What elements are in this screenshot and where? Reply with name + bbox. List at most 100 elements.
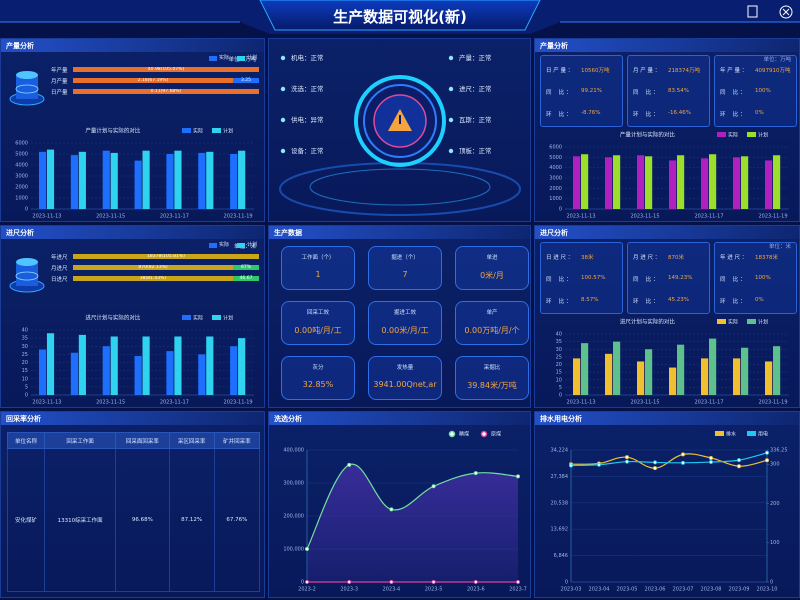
- bar: [605, 157, 613, 209]
- bar: [38, 349, 47, 395]
- ring: [354, 75, 446, 167]
- bar: [78, 151, 86, 209]
- y-tick-label: 6,846: [554, 553, 568, 559]
- metric-value: 0米/月: [480, 271, 504, 280]
- legend-swatch: [747, 431, 756, 436]
- panel-header: [535, 226, 799, 239]
- metric-card: 采掘比 39.84米/万吨: [455, 356, 529, 400]
- stat-value: 8.57%: [581, 297, 599, 303]
- bar: [70, 352, 78, 395]
- status-item: 产量：正常: [459, 53, 492, 62]
- bar: [70, 155, 78, 209]
- x-tick-label: 2023-11-19: [224, 400, 253, 406]
- legend-swatch: [209, 56, 217, 61]
- y-tick-label: 5: [559, 385, 562, 391]
- panel-title: 产量分析: [6, 42, 34, 50]
- panel-title: 生产数据: [274, 229, 302, 237]
- metric-label: 采掘比: [483, 365, 501, 371]
- stat-card: 日 产 量 ： 10560万吨同 比 ： 99.21% 环 比 ： -8.76%: [540, 55, 623, 127]
- bar: [581, 343, 589, 395]
- icon-ring: [15, 271, 39, 281]
- icon-ring: [15, 84, 39, 94]
- header-cell: 采区回采率: [168, 432, 215, 449]
- bar: [677, 344, 685, 395]
- legend-swatch: [237, 56, 245, 61]
- bar: [238, 150, 246, 209]
- platform: [279, 162, 521, 216]
- y2-tick-label: 100: [770, 540, 780, 546]
- legend-swatch: [182, 315, 191, 320]
- metric-value: 39.84米/万吨: [467, 381, 517, 390]
- status-dot: [280, 148, 286, 154]
- progress-bar: 18378(105.81%): [73, 254, 259, 259]
- y-tick-label: 1000: [15, 196, 28, 202]
- table-cell: 13310综采工作面: [44, 448, 117, 592]
- point: [347, 579, 352, 584]
- stat-label: 月 进 尺 ：: [633, 255, 661, 261]
- panel: 回采率分析 单位名称 回采工作面 回采面回采率 采区回采率 矿井回采率 安化煤矿 13310综…: [0, 411, 265, 598]
- x-tick-label: 2023-11-13: [32, 400, 61, 406]
- x-tick-label: 2023-06: [645, 587, 666, 593]
- row-label: 年进尺: [51, 255, 68, 261]
- y-tick-label: 15: [556, 370, 562, 376]
- point: [625, 455, 630, 460]
- header-cell: 回采工作面: [44, 432, 117, 449]
- point: [347, 462, 352, 467]
- x-tick-label: 2023-11-15: [96, 214, 125, 220]
- metric-label: 单进: [486, 255, 498, 261]
- point: [431, 579, 436, 584]
- bar: [669, 160, 677, 209]
- bar: [78, 334, 86, 395]
- point: [473, 471, 478, 476]
- point: [764, 450, 769, 455]
- table-cell: 安化煤矿: [6, 448, 46, 592]
- stat-label: 同 比 ：: [720, 277, 746, 283]
- bar: [174, 150, 182, 209]
- header-row: 单位名称 回采工作面 回采面回采率 采区回采率 矿井回采率: [6, 432, 261, 449]
- y-tick-label: 40: [22, 328, 28, 334]
- close-icon[interactable]: [779, 5, 793, 19]
- progress-bar: 870(82.13%) 87%: [73, 265, 259, 270]
- panel: 产量分析 单位：万吨日 产 量 ： 10560万吨同 比 ： 99.21% 环 比 ： -…: [534, 38, 800, 222]
- x-tick-label: 2023-09: [729, 587, 750, 593]
- y-tick-label: 25: [22, 352, 28, 358]
- y-tick-label: 4000: [549, 165, 562, 171]
- bar: [134, 356, 142, 395]
- progress-text: 18378(105.81%): [147, 254, 185, 259]
- point: [653, 460, 658, 465]
- progress-bar: 40.98(105.07%): [73, 67, 259, 72]
- chart-title: 进尺计划与实际的对比: [85, 314, 141, 322]
- bar: [741, 156, 749, 209]
- window-icon[interactable]: [747, 5, 758, 18]
- metric-label: 发热量: [396, 365, 414, 371]
- status-dot: [448, 117, 454, 123]
- point: [736, 458, 741, 463]
- stat-label: 年 产 量 ：: [720, 68, 748, 74]
- point: [764, 458, 769, 463]
- y-tick-label: 100,000: [283, 547, 304, 553]
- row-label: 年产量: [51, 68, 68, 74]
- header-cell: 回采面回采率: [115, 432, 170, 449]
- icon-top: [16, 71, 38, 79]
- y-tick-label: 5000: [549, 155, 562, 161]
- header-cell: 矿井回采率: [213, 432, 261, 449]
- status-dot: [280, 117, 286, 123]
- panel-header: [535, 412, 799, 425]
- legend-label: 计划: [758, 319, 768, 326]
- stat-label: 环 比 ：: [546, 112, 572, 118]
- legend-label: 原煤: [491, 431, 501, 438]
- metric-label: 单产: [486, 310, 498, 316]
- table-row: 安化煤矿 13310综采工作面 96.68% 87.12% 67.76%: [6, 448, 261, 592]
- bar: [206, 151, 214, 209]
- progress-bar: 38(81.43%) 46.67: [73, 276, 259, 281]
- bar: [741, 347, 749, 395]
- bar: [38, 151, 47, 209]
- bar: [46, 149, 55, 209]
- stat-label: 同 比 ：: [720, 90, 746, 96]
- point: [597, 462, 602, 467]
- y-tick-label: 4000: [15, 163, 28, 169]
- metric-label: 工作面（个）: [301, 255, 335, 261]
- legend-swatch: [747, 132, 756, 137]
- legend-label: 计划: [223, 128, 233, 135]
